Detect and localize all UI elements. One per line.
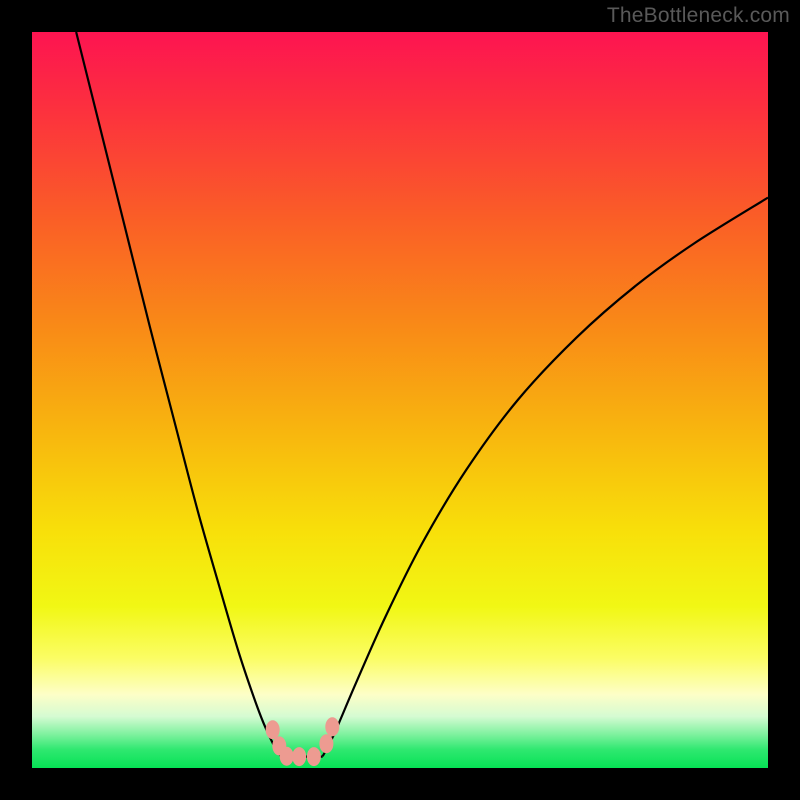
marker-point xyxy=(293,748,306,766)
marker-point xyxy=(266,721,279,739)
chart-canvas xyxy=(0,0,800,800)
marker-point xyxy=(320,735,333,753)
marker-point xyxy=(326,718,339,736)
watermark-text: TheBottleneck.com xyxy=(607,4,790,28)
marker-point xyxy=(307,748,320,766)
plot-background xyxy=(32,32,768,768)
marker-point xyxy=(280,747,293,765)
